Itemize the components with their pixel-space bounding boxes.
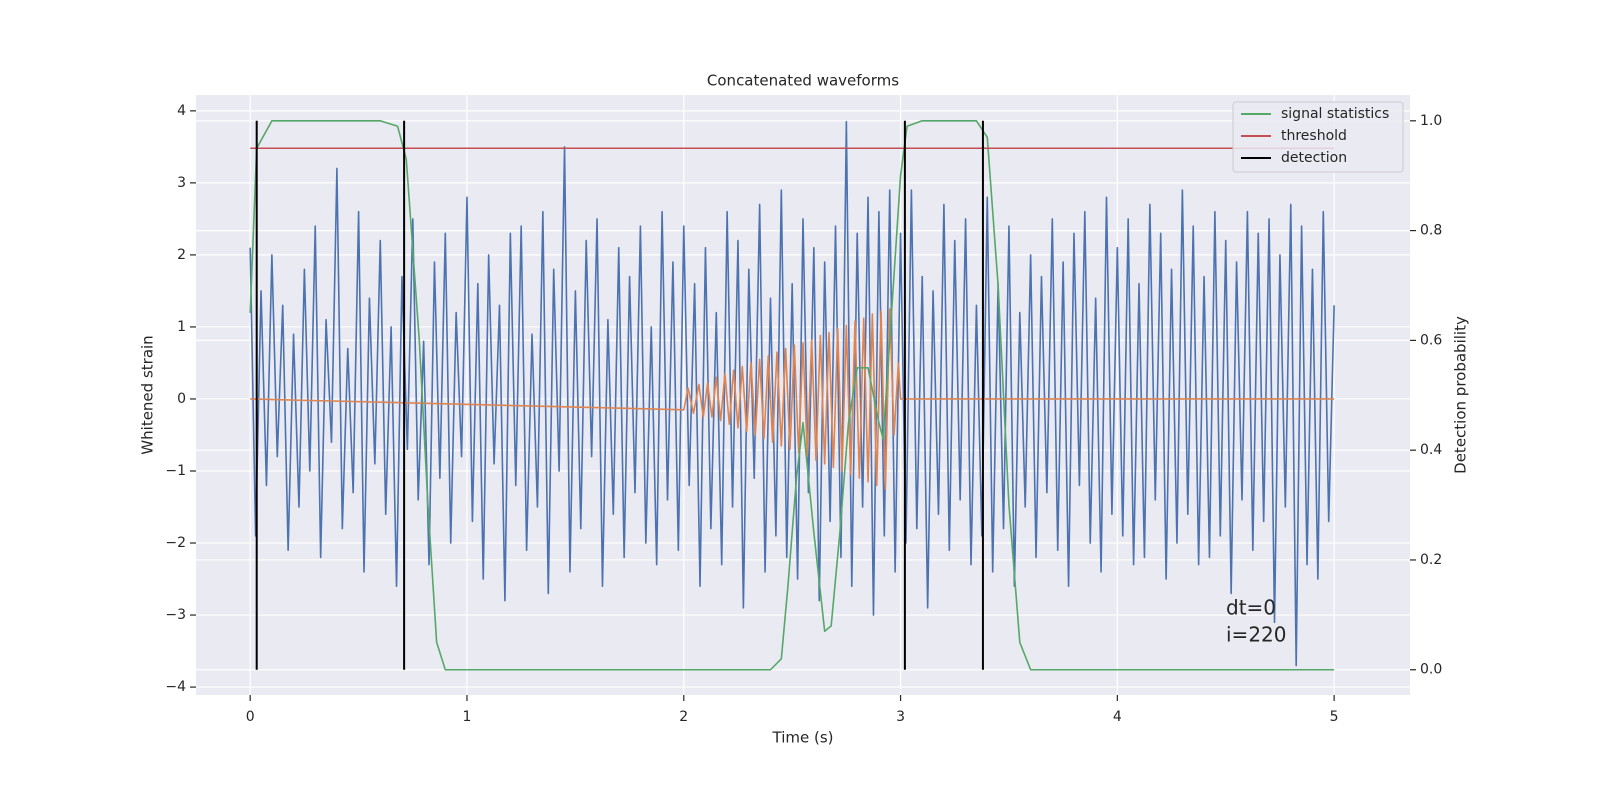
legend-label: detection <box>1281 150 1347 166</box>
y-tick-label: −3 <box>165 607 186 623</box>
legend-entries: signal statistics threshold detection <box>1241 106 1389 166</box>
series-line <box>249 120 1335 667</box>
y-tick-label: −1 <box>165 463 186 479</box>
y2-tick-label: 0.8 <box>1420 223 1442 239</box>
y2-tick-label: 0.2 <box>1420 552 1442 568</box>
legend-label: signal statistics <box>1281 106 1389 122</box>
x-tick-label: 1 <box>463 709 472 725</box>
y-tick-label: 1 <box>177 319 186 335</box>
y2-tick-label: 1.0 <box>1420 113 1442 129</box>
chart-title: Concatenated waveforms <box>707 72 899 90</box>
annotation: i=220 <box>1226 623 1287 647</box>
series-line <box>250 308 1335 490</box>
y-tick-label: 2 <box>177 247 186 263</box>
y-tick-label: 4 <box>177 103 186 119</box>
y-tick-label: 3 <box>177 175 186 191</box>
legend <box>1232 101 1404 173</box>
y2-tick-label: 0.4 <box>1420 442 1442 458</box>
x-axis-label: Time (s) <box>772 729 834 747</box>
y-axis-label: Whitened strain <box>139 335 157 454</box>
x-tick-label: 2 <box>679 709 688 725</box>
marks <box>249 120 1335 671</box>
y2-tick-label: 0.0 <box>1420 662 1442 678</box>
legend-label: threshold <box>1281 128 1347 144</box>
x-tick-label: 4 <box>1113 709 1122 725</box>
plot-area <box>196 95 1410 695</box>
y-tick-label: 0 <box>177 391 186 407</box>
y-tick-label: −4 <box>165 679 186 695</box>
x-tick-label: 3 <box>896 709 905 725</box>
x-tick-label: 5 <box>1330 709 1339 725</box>
y2-tick-label: 0.6 <box>1420 332 1442 348</box>
x-tick-label: 0 <box>246 709 255 725</box>
series-line <box>249 120 1335 671</box>
annotation: dt=0 <box>1226 596 1276 620</box>
y-tick-label: −2 <box>165 535 186 551</box>
y2-axis-label: Detection probability <box>1452 316 1470 474</box>
